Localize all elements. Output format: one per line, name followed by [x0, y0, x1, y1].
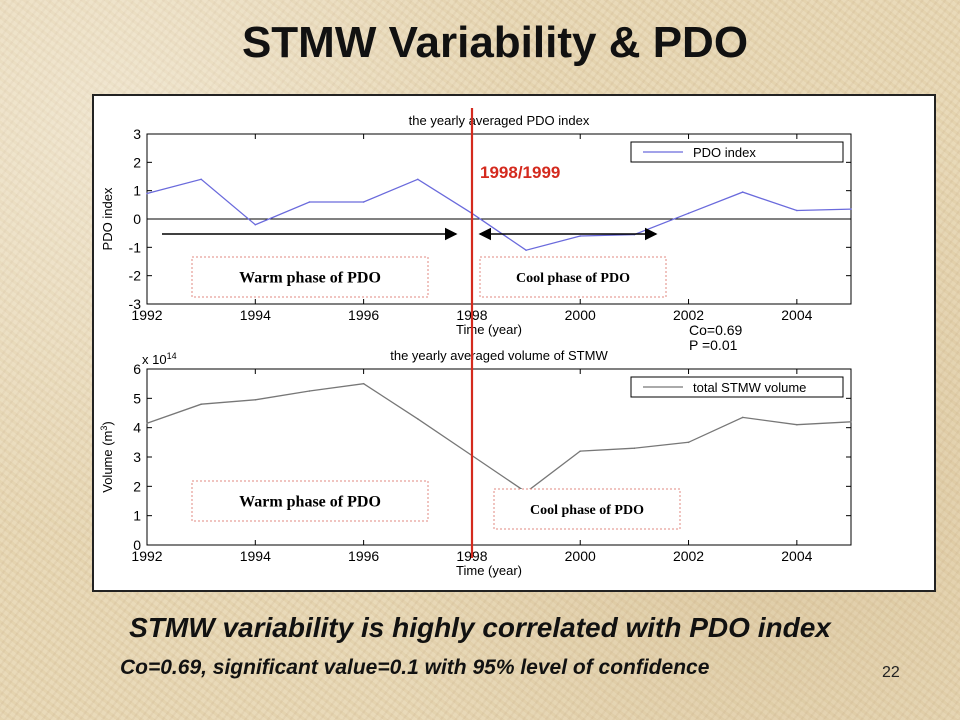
- x-tick-label: 2004: [781, 307, 812, 323]
- warm-phase-bottom-label: Warm phase of PDO: [239, 494, 381, 511]
- y-tick-label: -2: [129, 268, 142, 284]
- slide-number: 22: [882, 664, 900, 681]
- x-tick-label: 1992: [131, 548, 162, 564]
- warm-phase-top-label: Warm phase of PDO: [239, 270, 381, 287]
- y-tick-label: -1: [129, 239, 142, 255]
- data-point: [308, 390, 311, 392]
- data-point: [146, 422, 148, 425]
- plot-title: the yearly averaged volume of STMW: [390, 348, 608, 363]
- x-tick-label: 2002: [673, 307, 704, 323]
- data-point: [362, 382, 365, 385]
- data-point: [200, 178, 202, 181]
- data-point: [200, 403, 202, 406]
- data-point: [741, 416, 744, 419]
- correlation-text: Co=0.69: [689, 322, 743, 338]
- cool-phase-bottom-label: Cool phase of PDO: [530, 503, 644, 518]
- caption-main: STMW variability is highly correlated wi…: [129, 612, 831, 643]
- data-point: [850, 421, 852, 423]
- y-tick-label: 2: [133, 478, 141, 494]
- x-tick-label: 2000: [565, 307, 596, 323]
- data-point: [525, 249, 527, 251]
- data-point: [254, 399, 257, 401]
- y-tick-label: 0: [133, 537, 141, 553]
- data-point: [850, 208, 852, 210]
- y-tick-label: 3: [133, 449, 141, 465]
- data-point: [579, 450, 582, 452]
- p-value-text: P =0.01: [689, 337, 738, 353]
- plot-title: the yearly averaged PDO index: [409, 113, 590, 128]
- legend-label: total STMW volume: [693, 380, 806, 395]
- x-tick-label: 1996: [348, 307, 379, 323]
- x-axis-label: Time (year): [456, 322, 522, 337]
- cool-phase-bottom-box: [493, 488, 681, 530]
- data-point: [416, 178, 419, 181]
- data-point: [416, 418, 419, 420]
- data-point: [796, 209, 798, 212]
- x-axis-label: Time (year): [456, 563, 522, 578]
- y-tick-label: 6: [133, 361, 141, 377]
- legend-label: PDO index: [693, 145, 756, 160]
- legend-box: [630, 141, 844, 163]
- cool-phase-top-box: [479, 256, 667, 298]
- data-point: [362, 201, 365, 203]
- legend-box: [630, 376, 844, 398]
- x-tick-label: 2002: [673, 548, 704, 564]
- y-multiplier: x 1014: [142, 351, 177, 367]
- x-tick-label: 2004: [781, 548, 812, 564]
- divider-label: 1998/1999: [480, 163, 560, 182]
- data-point: [633, 447, 636, 450]
- data-point: [146, 192, 148, 195]
- y-tick-label: 3: [133, 126, 141, 142]
- data-point: [796, 423, 798, 426]
- y-tick-label: 2: [133, 154, 141, 170]
- data-point: [254, 223, 257, 226]
- chart-figure: -3-2-101231992199419961998200020022004th…: [99, 108, 852, 578]
- y-axis-label: PDO index: [100, 187, 115, 250]
- y-tick-label: -3: [129, 296, 142, 312]
- data-point: [687, 441, 690, 444]
- x-tick-label: 1994: [240, 307, 271, 323]
- x-tick-label: 1994: [240, 548, 271, 564]
- y-tick-label: 1: [133, 508, 141, 524]
- x-tick-label: 1996: [348, 548, 379, 564]
- pdo-index-plot: -3-2-101231992199419961998200020022004th…: [100, 113, 852, 337]
- cool-phase-top-label: Cool phase of PDO: [516, 271, 630, 286]
- phase-annotations: 1998/1999 Warm phase of PDO Cool phase of …: [162, 108, 743, 558]
- x-tick-label: 2000: [565, 548, 596, 564]
- warm-phase-top-box: [191, 256, 429, 298]
- y-tick-label: 1: [133, 183, 141, 199]
- x-tick-label: 1992: [131, 307, 162, 323]
- figure-panel: -3-2-101231992199419961998200020022004th…: [92, 94, 936, 592]
- warm-phase-bottom-box: [191, 480, 429, 522]
- data-point: [741, 191, 744, 193]
- stmw-volume-plot: 01234561992199419961998200020022004the y…: [99, 348, 852, 578]
- y-tick-label: 0: [133, 211, 141, 227]
- data-point: [579, 235, 582, 237]
- y-axis-label: Volume (m3): [99, 421, 115, 493]
- caption-sub: Co=0.69, significant value=0.1 with 95% …: [120, 656, 710, 679]
- y-tick-label: 4: [133, 420, 141, 436]
- slide-title: STMW Variability & PDO: [241, 18, 749, 67]
- y-tick-label: 5: [133, 390, 141, 406]
- data-point: [687, 212, 690, 215]
- series-line: [146, 383, 852, 493]
- data-point: [308, 201, 311, 203]
